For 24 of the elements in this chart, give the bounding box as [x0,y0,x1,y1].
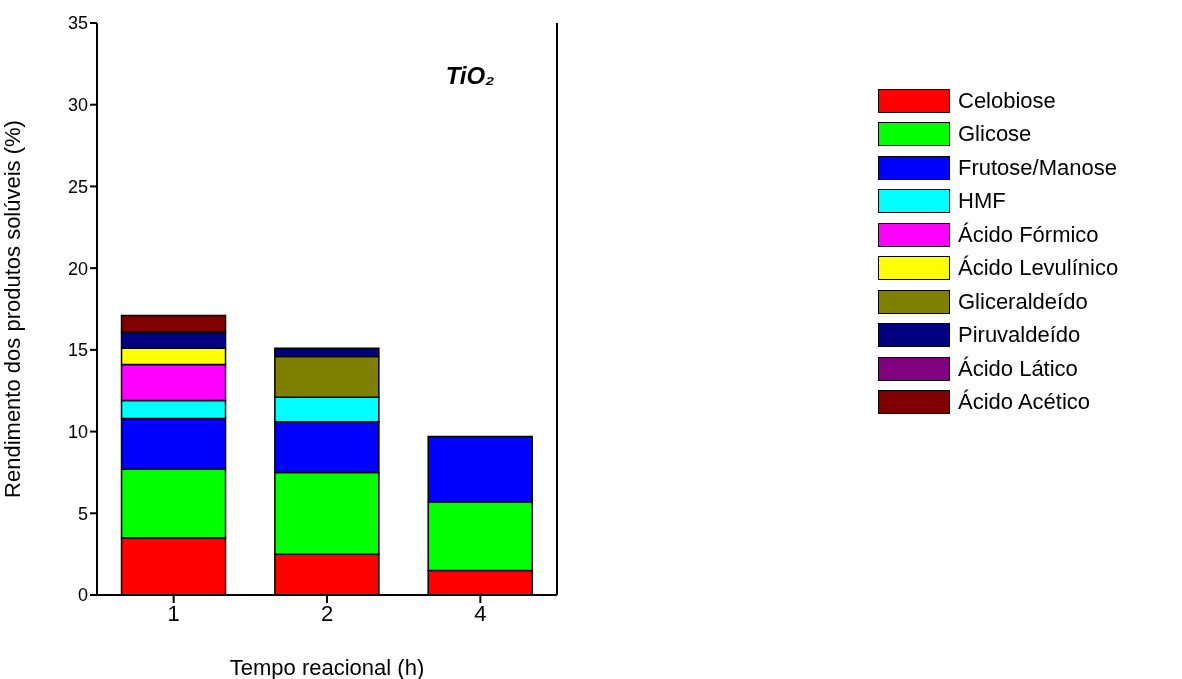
legend-label: HMF [958,188,1006,215]
legend-label: Glicose [958,121,1032,148]
legend-label: Gliceraldeído [958,288,1088,315]
legend-label: Ácido Acético [958,389,1091,416]
y-tick-label: 35 [67,13,88,34]
legend-label: Ácido Levulínico [958,255,1119,282]
text: TiO₂ [444,62,496,90]
legend-label: Ácido Lático [958,355,1078,382]
y-axis-title: Rendimento dos produtos solúveis (%) [0,120,25,498]
y-tick-label: 15 [67,340,88,361]
x-tick-label: 2 [320,600,334,626]
y-tick-label: 25 [67,176,88,197]
x-tick-label: 4 [474,600,487,626]
legend-label: Frutose/Manose [958,154,1117,181]
x-axis-title: Tempo reacional (h) [229,655,425,679]
y-tick-label: 20 [67,258,88,279]
legend-label: Ácido Fórmico [958,221,1099,248]
y-tick-label: 0 [77,585,88,606]
legend-label: Piruvaldeído [958,322,1081,349]
legend-label: Celobiose [958,87,1056,114]
y-tick-label: 5 [77,503,88,524]
y-tick-label: 10 [67,421,88,442]
x-tick-label: 1 [167,600,180,626]
y-tick-label: 30 [67,95,88,116]
